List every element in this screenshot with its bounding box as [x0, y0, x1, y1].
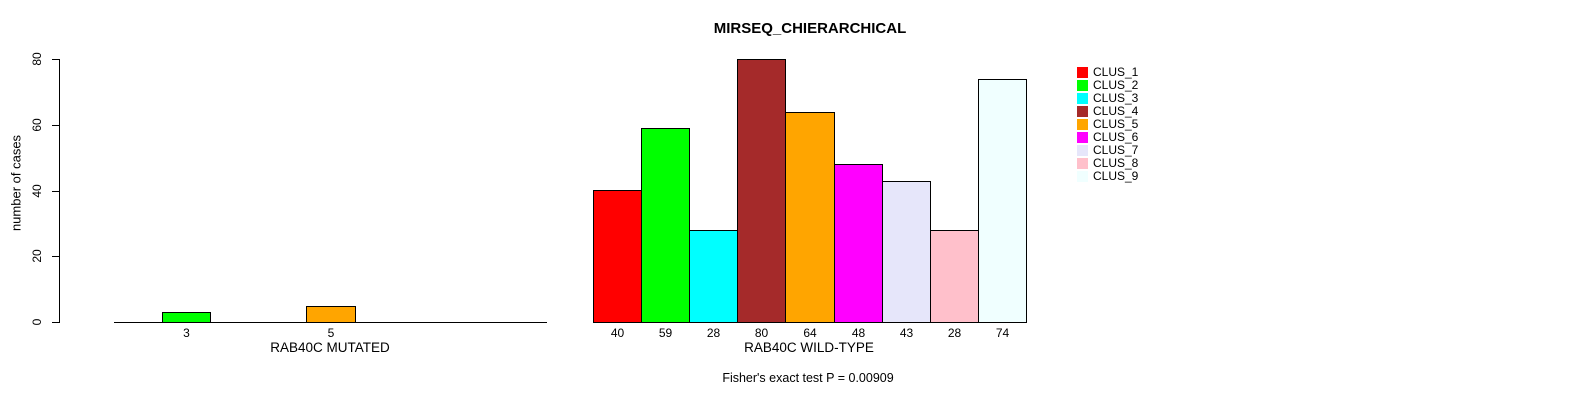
legend-swatch	[1077, 119, 1088, 130]
bar-clus_4-wildtype	[737, 59, 786, 323]
bar-clus_2-mutated	[162, 312, 211, 323]
legend-swatch	[1077, 67, 1088, 78]
legend-item-clus_1: CLUS_1	[1077, 66, 1138, 79]
legend-item-clus_8: CLUS_8	[1077, 157, 1138, 170]
legend-label: CLUS_5	[1093, 117, 1139, 131]
legend-item-clus_7: CLUS_7	[1077, 144, 1138, 157]
bar-clus_8-wildtype	[930, 230, 979, 323]
legend-label: CLUS_3	[1093, 91, 1139, 105]
y-axis-tick	[52, 59, 59, 60]
bar-value-label: 48	[851, 326, 866, 340]
y-axis-tick-label: 80	[30, 52, 44, 66]
legend-swatch	[1077, 145, 1088, 156]
y-axis-tick-label: 0	[30, 318, 44, 326]
bar-clus_7-wildtype	[882, 181, 931, 323]
bar-clus_6-wildtype	[834, 164, 883, 323]
legend-item-clus_6: CLUS_6	[1077, 131, 1138, 144]
legend-swatch	[1077, 80, 1088, 91]
legend-label: CLUS_9	[1093, 169, 1139, 183]
legend-swatch	[1077, 132, 1088, 143]
bar-value-label: 80	[754, 326, 769, 340]
bar-clus_3-wildtype	[689, 230, 738, 323]
y-axis-tick	[52, 256, 59, 257]
bar-value-label: 28	[706, 326, 721, 340]
legend-item-clus_5: CLUS_5	[1077, 118, 1138, 131]
bar-value-label: 43	[899, 326, 914, 340]
legend-item-clus_9: CLUS_9	[1077, 170, 1138, 183]
fisher-test-annotation: Fisher's exact test P = 0.00909	[722, 371, 894, 385]
legend-swatch	[1077, 93, 1088, 104]
y-axis-tick-label: 60	[30, 118, 44, 132]
bar-clus_2-wildtype	[641, 128, 690, 323]
bar-value-label: 3	[183, 326, 190, 340]
bar-value-label: 28	[947, 326, 962, 340]
legend-swatch	[1077, 158, 1088, 169]
x-axis-label-wildtype: RAB40C WILD-TYPE	[744, 340, 874, 355]
legend-label: CLUS_6	[1093, 130, 1139, 144]
legend-swatch	[1077, 106, 1088, 117]
legend-label: CLUS_8	[1093, 156, 1139, 170]
legend-label: CLUS_4	[1093, 104, 1139, 118]
chart-title: MIRSEQ_CHIERARCHICAL	[713, 20, 907, 37]
bar-clus_5-wildtype	[785, 112, 835, 323]
bar-value-label: 64	[803, 326, 817, 340]
legend-label: CLUS_2	[1093, 78, 1139, 92]
legend-swatch	[1077, 171, 1088, 182]
legend-item-clus_2: CLUS_2	[1077, 79, 1138, 92]
legend-label: CLUS_7	[1093, 143, 1139, 157]
x-axis-label-mutated: RAB40C MUTATED	[270, 340, 390, 355]
y-axis-tick	[52, 125, 59, 126]
y-axis-tick	[52, 191, 59, 192]
y-axis-line	[59, 59, 60, 323]
bar-clus_5-mutated	[306, 306, 356, 323]
y-axis-tick-label: 20	[30, 249, 44, 263]
bar-value-label: 59	[658, 326, 673, 340]
y-axis-tick	[52, 322, 59, 323]
legend-item-clus_3: CLUS_3	[1077, 92, 1138, 105]
legend-item-clus_4: CLUS_4	[1077, 105, 1138, 118]
bar-value-label: 5	[327, 326, 335, 340]
legend-label: CLUS_1	[1093, 65, 1139, 79]
bar-value-label: 40	[610, 326, 625, 340]
bar-value-label: 74	[995, 326, 1010, 340]
y-axis-label: number of cases	[8, 134, 24, 232]
y-axis-tick-label: 40	[30, 184, 44, 198]
bar-clus_9-wildtype	[978, 79, 1027, 323]
bar-clus_1-wildtype	[593, 190, 642, 323]
